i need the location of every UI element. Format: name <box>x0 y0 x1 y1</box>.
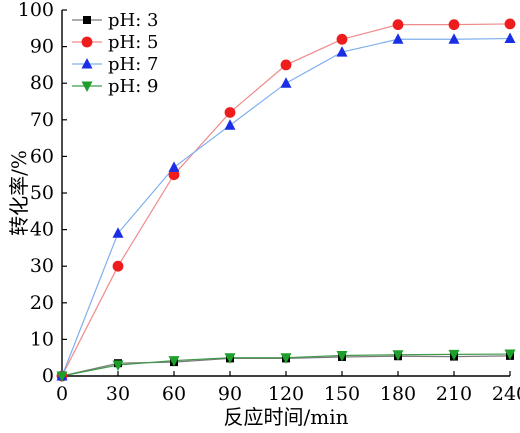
y-tick-label: 30 <box>30 255 54 277</box>
data-point-1-7 <box>448 19 460 31</box>
legend-marker-2 <box>81 58 93 69</box>
x-tick-label: 60 <box>162 383 186 405</box>
data-point-3-4 <box>280 353 292 364</box>
data-point-2-8 <box>504 32 516 44</box>
data-point-3-5 <box>336 351 348 362</box>
y-tick-label: 70 <box>30 109 54 131</box>
y-tick-label: 40 <box>30 219 54 241</box>
data-point-1-4 <box>280 59 292 71</box>
data-point-1-5 <box>336 33 348 45</box>
data-point-2-6 <box>392 33 404 44</box>
y-tick-label: 90 <box>30 36 54 58</box>
y-tick-label: 10 <box>30 328 54 350</box>
data-point-3-7 <box>448 349 460 361</box>
data-point-3-3 <box>224 353 236 364</box>
data-point-2-1 <box>112 227 124 238</box>
data-point-2-4 <box>280 77 292 88</box>
y-tick-label: 20 <box>30 292 54 314</box>
data-point-3-2 <box>168 356 180 367</box>
data-point-2-7 <box>448 33 460 44</box>
data-point-3-0 <box>56 371 68 382</box>
data-point-2-3 <box>224 119 236 130</box>
data-point-1-8 <box>504 18 516 30</box>
x-axis-label: 反应时间/min <box>224 405 349 429</box>
y-tick-label: 100 <box>18 0 54 21</box>
x-tick-label: 90 <box>218 383 242 405</box>
data-point-1-6 <box>392 19 404 31</box>
chart-axes: 0 30 60 90 120 150 180 210 240 0 10 20 30 40 50 60 70 80 9… <box>18 0 520 405</box>
x-tick-label: 240 <box>492 383 520 405</box>
x-tick-label: 180 <box>380 383 416 405</box>
data-point-2-2 <box>168 161 180 172</box>
x-tick-label: 150 <box>324 383 360 405</box>
data-point-3-6 <box>392 350 404 361</box>
data-point-1-3 <box>224 107 236 118</box>
x-tick-label: 30 <box>106 383 130 405</box>
x-tick-label: 0 <box>56 383 68 405</box>
legend-marker-1 <box>81 36 93 48</box>
y-tick-label: 80 <box>30 72 54 94</box>
y-tick-label: 0 <box>42 365 54 387</box>
data-point-1-1 <box>112 260 124 272</box>
chart-legend: pH: 3pH: 5pH: 7pH: 9 <box>72 10 158 97</box>
y-tick-label: 50 <box>30 182 54 204</box>
legend-label-3: pH: 9 <box>108 76 158 97</box>
series-markers <box>56 18 516 382</box>
data-point-2-5 <box>336 46 348 57</box>
legend-marker-3 <box>81 81 93 92</box>
x-tick-label: 210 <box>436 383 472 405</box>
y-tick-label: 60 <box>30 145 54 167</box>
data-point-3-8 <box>504 349 516 361</box>
x-tick-label: 120 <box>268 383 304 405</box>
y-axis-label: 转化率/% <box>7 150 31 236</box>
legend-label-1: pH: 5 <box>108 32 158 53</box>
data-point-3-1 <box>112 360 124 372</box>
legend-label-2: pH: 7 <box>108 54 158 75</box>
legend-label-0: pH: 3 <box>108 10 158 31</box>
legend-marker-0 <box>83 16 91 24</box>
